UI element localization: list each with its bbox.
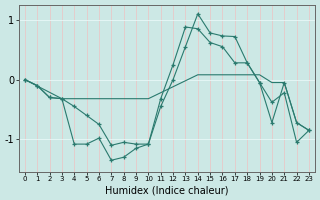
X-axis label: Humidex (Indice chaleur): Humidex (Indice chaleur) [105, 185, 229, 195]
